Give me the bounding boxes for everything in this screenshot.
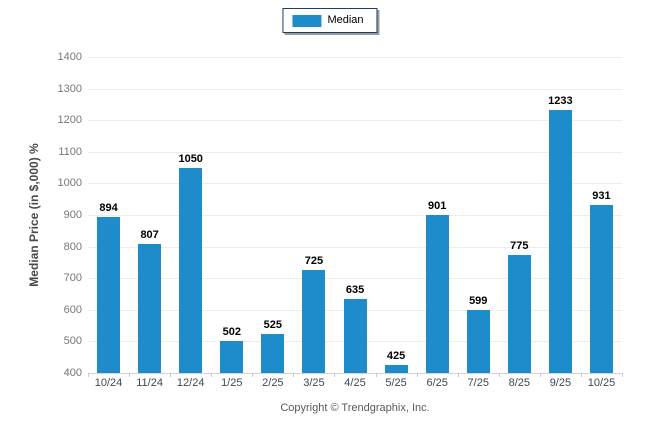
bar-slot: 725 (293, 255, 334, 373)
x-axis-tick (622, 373, 623, 377)
gridline (88, 183, 622, 185)
bar (507, 254, 531, 373)
x-tick-label: 12/24 (176, 377, 205, 389)
bar (97, 216, 121, 373)
y-tick-label: 500 (63, 335, 82, 348)
x-axis-tick (375, 373, 377, 377)
bar-value-label: 599 (469, 295, 488, 308)
bar-value-label: 931 (592, 190, 611, 203)
legend-swatch-median (292, 14, 322, 27)
x-tick-label: 11/24 (136, 377, 163, 389)
y-tick-label: 1100 (58, 145, 82, 158)
x-axis-tick (170, 373, 172, 377)
bar-value-label: 425 (386, 350, 406, 363)
bar-value-label: 502 (222, 325, 241, 338)
bar (548, 109, 572, 373)
bar (302, 270, 326, 373)
bar (466, 310, 490, 373)
x-axis-tick (334, 373, 336, 377)
gridline (88, 151, 622, 153)
bar (261, 333, 285, 373)
gridline (88, 88, 622, 90)
x-axis-tick (457, 373, 459, 377)
gridline (88, 120, 622, 122)
bar-slot: 901 (417, 200, 458, 373)
bar (343, 298, 367, 373)
x-tick-label: 10/25 (587, 377, 616, 389)
x-axis-tick (252, 373, 254, 377)
x-axis-tick (129, 373, 131, 377)
x-tick-label: 10/24 (94, 377, 123, 389)
x-axis-tick (293, 373, 295, 377)
bar-slot: 502 (211, 326, 252, 373)
y-tick-label: 400 (63, 367, 82, 379)
x-tick-label: 9/25 (549, 377, 572, 389)
bar (179, 167, 203, 373)
bar-slot: 425 (376, 350, 417, 373)
gridline (88, 246, 622, 248)
y-tick-label: 800 (63, 240, 82, 253)
y-tick-label: 1300 (57, 82, 82, 95)
bar (138, 244, 162, 373)
bar-value-label: 635 (345, 283, 365, 296)
x-tick-label: 3/25 (303, 377, 325, 389)
bar-slot: 525 (252, 318, 293, 373)
x-tick-label: 8/25 (508, 377, 531, 389)
y-axis-title: Median Price (in $,000) % (27, 143, 41, 287)
x-axis-tick (498, 373, 500, 377)
x-tick-label: 7/25 (467, 377, 489, 389)
plot-area: 894 807 1050 502 525 725 635 425 901 599 775 1233 93… (88, 57, 622, 374)
y-tick-label: 1000 (57, 177, 82, 190)
bar-slot: 1233 (540, 95, 581, 373)
bar-slot: 599 (458, 295, 499, 373)
y-tick-label: 600 (63, 303, 82, 316)
bar (384, 365, 408, 373)
legend: Median (282, 8, 378, 33)
bar (589, 205, 613, 373)
bar-slot: 894 (88, 202, 129, 373)
x-axis-labels: 10/24 11/24 12/24 1/25 2/25 3/25 4/25 5/25 6/25 7… (88, 377, 622, 389)
y-tick-label: 1400 (57, 51, 82, 63)
legend-label: Median (327, 14, 364, 26)
y-tick-label: 1200 (57, 114, 82, 127)
bar-value-label: 1233 (548, 94, 573, 107)
bar-slot: 1050 (170, 153, 211, 373)
bar-value-label: 775 (510, 239, 529, 252)
bar-value-label: 725 (304, 255, 324, 268)
x-tick-label: 4/25 (344, 377, 366, 389)
bar-value-label: 901 (427, 199, 447, 212)
x-tick-label: 6/25 (426, 377, 448, 389)
copyright-text: Copyright © Trendgraphix, Inc. (280, 402, 430, 414)
bar-value-label: 894 (99, 201, 118, 214)
x-axis-tick (88, 373, 89, 377)
x-axis-tick (539, 373, 541, 377)
x-tick-label: 2/25 (262, 377, 284, 389)
bar-slot: 775 (499, 239, 540, 373)
x-axis-tick (211, 373, 213, 377)
x-tick-label: 5/25 (385, 377, 407, 389)
bar-value-label: 525 (263, 318, 283, 331)
bar-value-label: 807 (140, 229, 159, 242)
y-tick-label: 700 (63, 272, 82, 285)
bar-slot: 635 (334, 284, 375, 373)
bar-slot: 807 (129, 229, 170, 373)
gridline (88, 215, 622, 216)
gridline (88, 278, 622, 280)
bar-series-median: 894 807 1050 502 525 725 635 425 901 599 775 1233 93… (88, 57, 622, 373)
x-axis-tick (416, 373, 418, 377)
x-tick-label: 1/25 (221, 377, 243, 389)
bar (425, 214, 449, 373)
bar-slot: 931 (581, 190, 622, 373)
x-axis-tick (580, 373, 582, 377)
bar-value-label: 1050 (178, 152, 203, 165)
bar (220, 340, 244, 373)
y-tick-label: 900 (63, 209, 82, 221)
gridline (88, 57, 622, 58)
